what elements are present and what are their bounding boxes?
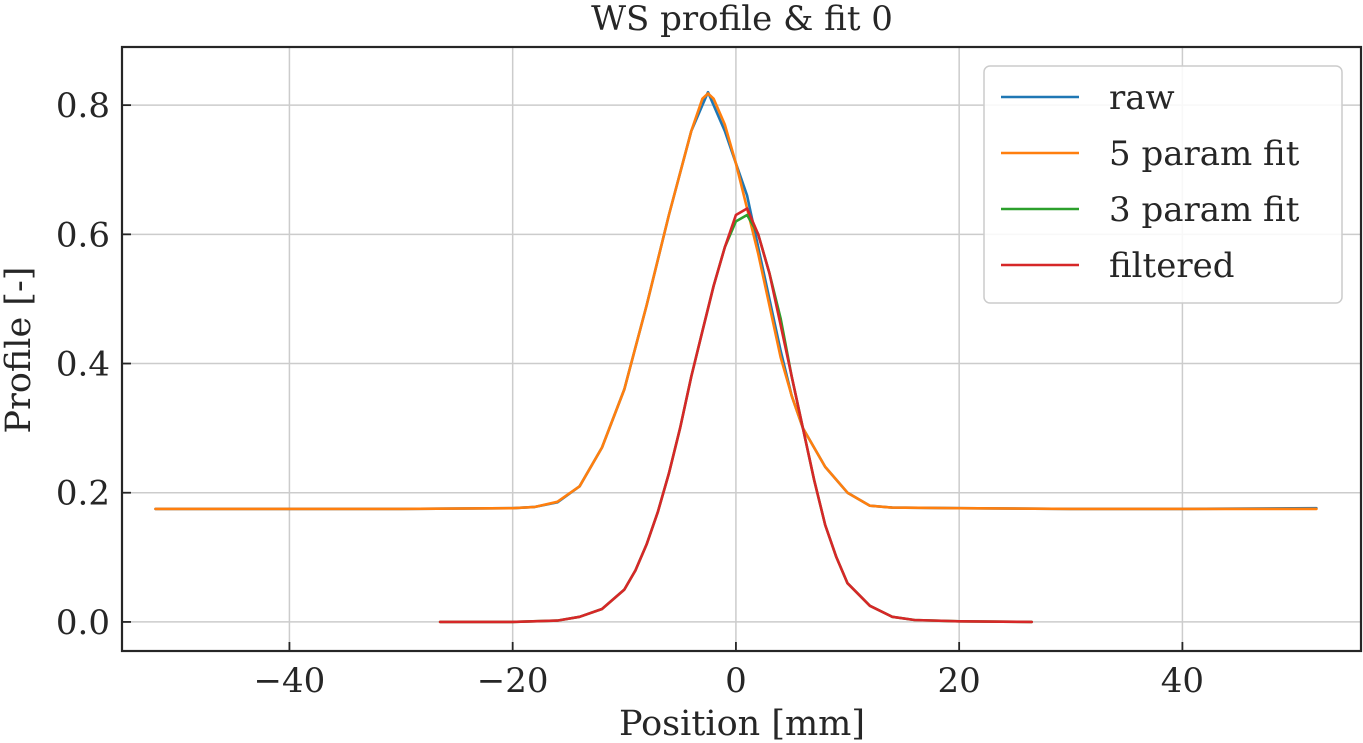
y-tick-label: 0.4 xyxy=(56,345,110,385)
x-tick-label: 0 xyxy=(725,661,747,701)
x-tick-label: −40 xyxy=(254,661,326,701)
legend-label: raw xyxy=(1109,78,1175,118)
x-axis-label: Position [mm] xyxy=(619,704,865,743)
y-tick-label: 0.2 xyxy=(56,474,110,514)
y-tick-label: 0.0 xyxy=(56,603,110,643)
legend-box xyxy=(983,65,1343,304)
legend: raw 5 param fit 3 param fit filtered xyxy=(983,65,1343,304)
plot-frame xyxy=(120,45,1363,653)
series-line-filtered xyxy=(438,207,1033,624)
series-group xyxy=(154,90,1318,624)
legend-items: raw 5 param fit 3 param fit filtered xyxy=(1001,78,1300,286)
ticks: −40 −20 0 20 40 0.0 0.2 0.4 0.6 0.8 xyxy=(56,86,1204,701)
y-axis-label: Profile [-] xyxy=(0,267,39,434)
x-tick-label: 20 xyxy=(938,661,981,701)
legend-label: filtered xyxy=(1109,246,1234,286)
chart-title: WS profile & fit 0 xyxy=(591,0,893,39)
legend-label: 5 param fit xyxy=(1109,134,1300,174)
y-tick-label: 0.8 xyxy=(56,86,110,126)
series-line-5-param-fit xyxy=(154,92,1318,511)
legend-label: 3 param fit xyxy=(1109,190,1300,230)
x-tick-label: −20 xyxy=(477,661,549,701)
y-tick-label: 0.6 xyxy=(56,215,110,255)
x-tick-label: 40 xyxy=(1161,661,1204,701)
